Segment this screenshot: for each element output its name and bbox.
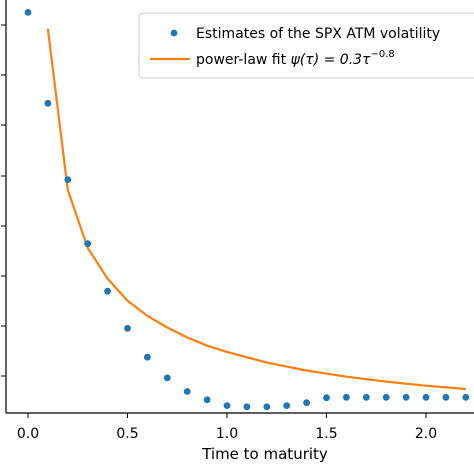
legend-fit-formula: ψ(τ) = 0.3τ — [291, 52, 371, 68]
volatility-estimate-point — [303, 399, 310, 407]
x-tick-label: 0.0 — [17, 426, 39, 442]
x-tick-label: 0.5 — [116, 426, 138, 442]
volatility-estimate-point — [223, 402, 231, 409]
volatility-estimate-point — [64, 176, 72, 184]
volatility-estimate-point — [422, 393, 430, 401]
scatter-points-layer — [24, 9, 470, 411]
legend-scatter-label: Estimates of the SPX ATM volatility — [196, 26, 440, 42]
volatility-estimate-point — [203, 396, 211, 404]
y-ticks — [1, 24, 6, 377]
x-tick-label: 2.0 — [415, 426, 437, 442]
x-axis-label: Time to maturity — [201, 445, 328, 463]
volatility-estimate-point — [84, 240, 92, 248]
volatility-estimate-point — [183, 388, 191, 395]
legend-box — [138, 12, 474, 79]
legend-scatter-marker — [170, 29, 178, 37]
volatility-estimate-point — [243, 403, 251, 411]
legend-fit-exponent: −0.8 — [370, 49, 394, 60]
volatility-estimate-point — [124, 324, 131, 332]
volatility-estimate-point — [362, 393, 370, 401]
volatility-estimate-point — [343, 393, 350, 401]
x-ticks: 0.0 0.5 1.0 1.5 2.0 — [17, 413, 437, 442]
legend-fit-name: power-law fit — [196, 52, 287, 68]
volatility-estimate-point — [24, 9, 32, 16]
legend-fit-label: power-law fit ψ(τ) = 0.3τ−0.8 — [196, 49, 395, 68]
volatility-estimate-point — [382, 393, 390, 401]
volatility-estimate-point — [442, 393, 450, 401]
fit-line-layer — [46, 28, 466, 391]
power-law-fit-line — [46, 28, 466, 391]
x-tick-label: 1.0 — [216, 426, 238, 442]
x-tick-label: 1.5 — [315, 426, 337, 442]
volatility-estimate-point — [163, 374, 171, 382]
volatility-estimate-point — [263, 403, 271, 411]
legend: Estimates of the SPX ATM volatility powe… — [138, 12, 474, 79]
volatility-estimate-point — [462, 393, 470, 401]
volatility-estimate-point — [402, 393, 410, 401]
volatility-estimate-point — [44, 99, 52, 107]
volatility-estimate-point — [104, 287, 111, 295]
volatility-estimate-point — [323, 394, 330, 402]
volatility-estimate-point — [283, 402, 291, 409]
volatility-estimate-point — [144, 353, 151, 361]
